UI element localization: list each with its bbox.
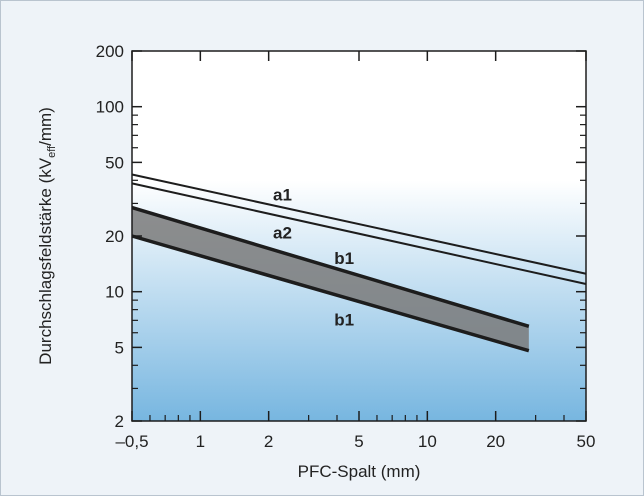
series-label-b1: b1: [334, 249, 354, 268]
y-axis-title-subscript: eff: [46, 145, 58, 158]
x-tick-label: 50: [577, 432, 596, 451]
y-axis-title-prefix: Durchschlagsfeldstärke (kV: [36, 157, 55, 365]
x-tick-label: –0,5: [115, 432, 148, 451]
series-line-b1: [131, 234, 530, 353]
series-label-a1: a1: [273, 185, 292, 204]
x-tick-label: 1: [196, 432, 205, 451]
series-line-b1: [131, 205, 530, 328]
series-layer: [131, 173, 587, 353]
x-tick-label: 10: [418, 432, 437, 451]
y-tick-label: 20: [105, 227, 124, 246]
series-label-b1: b1: [334, 310, 354, 329]
x-axis-title: PFC-Spalt (mm): [298, 462, 421, 481]
series-line-a1: [131, 173, 587, 275]
y-axis-title-suffix: /mm): [36, 107, 55, 146]
labels-layer: –0,5 1 2 5 10 20 50 2 5 10 20 50 100 200 a1 a2 b1 b1: [96, 42, 596, 451]
series-label-a2: a2: [273, 224, 292, 243]
band-b1: [132, 207, 529, 351]
x-tick-label: 20: [486, 432, 505, 451]
x-tick-label: 5: [354, 432, 363, 451]
series-line-a2: [131, 182, 587, 286]
x-tick-label: 2: [264, 432, 273, 451]
y-axis-title: Durchschlagsfeldstärke (kVeff/mm): [36, 107, 58, 365]
band-layer: [132, 207, 529, 351]
plot-frame: [131, 50, 587, 422]
y-tick-label: 50: [105, 153, 124, 172]
y-tick-label: 5: [115, 338, 124, 357]
y-tick-label: 100: [96, 98, 124, 117]
y-tick-label: 10: [105, 283, 124, 302]
y-tick-label: 2: [115, 412, 124, 431]
y-tick-label: 200: [96, 42, 124, 61]
